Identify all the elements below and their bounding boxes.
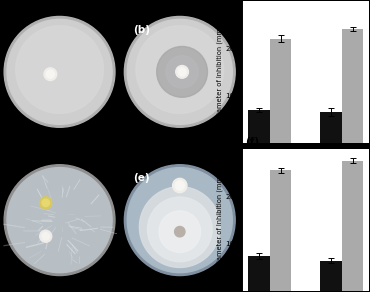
Text: (b): (b)	[134, 25, 151, 34]
Bar	[270, 39, 291, 143]
Circle shape	[173, 178, 187, 193]
Circle shape	[157, 46, 208, 97]
Circle shape	[124, 165, 235, 276]
Circle shape	[148, 197, 212, 262]
Circle shape	[166, 56, 198, 88]
Circle shape	[176, 65, 188, 78]
Y-axis label: Diameter of Inhibition (mm): Diameter of Inhibition (mm)	[217, 173, 223, 267]
Bar	[342, 161, 363, 291]
Bar	[270, 170, 291, 291]
Circle shape	[178, 68, 186, 76]
Circle shape	[40, 230, 52, 242]
Bar	[320, 112, 342, 143]
Circle shape	[44, 68, 57, 81]
Bar	[248, 256, 270, 291]
Text: (e): (e)	[134, 173, 150, 183]
Circle shape	[175, 227, 185, 237]
Circle shape	[124, 16, 235, 127]
Circle shape	[4, 16, 115, 127]
Circle shape	[159, 211, 201, 253]
Circle shape	[139, 187, 220, 267]
Bar	[320, 260, 342, 291]
Bar	[248, 110, 270, 143]
Circle shape	[4, 165, 115, 276]
Circle shape	[7, 19, 112, 124]
Circle shape	[175, 181, 184, 190]
Circle shape	[7, 168, 112, 273]
Circle shape	[40, 197, 52, 209]
Circle shape	[136, 26, 223, 113]
Circle shape	[16, 26, 104, 113]
Circle shape	[46, 70, 54, 78]
Circle shape	[127, 19, 232, 124]
Circle shape	[42, 199, 50, 206]
Text: (f): (f)	[245, 138, 259, 147]
Circle shape	[42, 233, 50, 240]
Y-axis label: Diameter of Inhibition (mm): Diameter of Inhibition (mm)	[217, 25, 223, 119]
Bar	[342, 29, 363, 143]
Circle shape	[127, 168, 232, 273]
